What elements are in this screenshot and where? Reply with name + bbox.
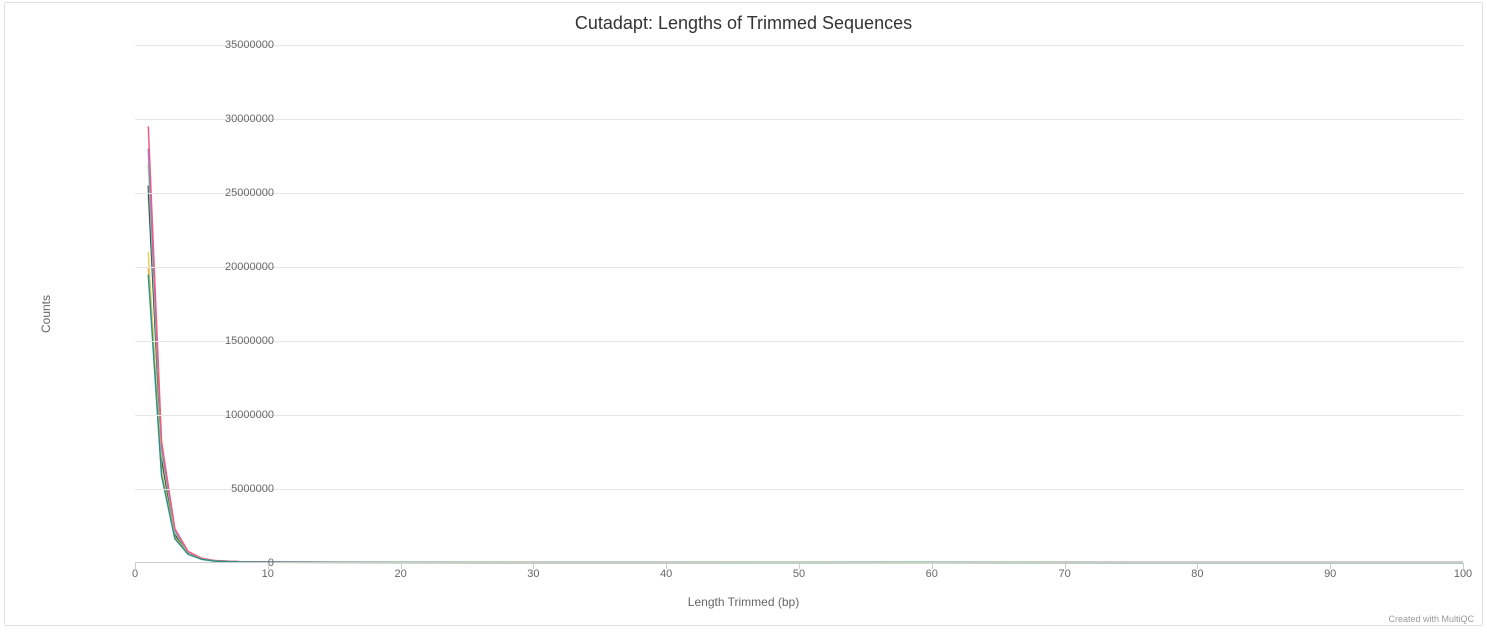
y-tick-label: 10000000 (184, 409, 274, 421)
gridline-horizontal (135, 415, 1463, 416)
series-line[interactable] (148, 252, 1463, 562)
y-tick-label: 20000000 (184, 261, 274, 273)
x-tick-label: 20 (394, 568, 406, 580)
x-tick-label: 0 (132, 568, 138, 580)
y-tick-label: 35000000 (184, 39, 274, 51)
gridline-horizontal (135, 267, 1463, 268)
x-tick-label: 80 (1191, 568, 1203, 580)
y-tick-label: 5000000 (184, 483, 274, 495)
x-tick-label: 30 (527, 568, 539, 580)
x-tick-label: 10 (262, 568, 274, 580)
x-axis-label: Length Trimmed (bp) (688, 595, 799, 609)
chart-container: Cutadapt: Lengths of Trimmed Sequences C… (4, 2, 1483, 626)
series-line[interactable] (148, 186, 1463, 563)
gridline-horizontal (135, 193, 1463, 194)
y-tick-label: 15000000 (184, 335, 274, 347)
gridline-horizontal (135, 45, 1463, 46)
series-line[interactable] (148, 163, 1463, 562)
y-tick-label: 30000000 (184, 113, 274, 125)
x-tick-label: 50 (793, 568, 805, 580)
x-tick-label: 60 (926, 568, 938, 580)
x-tick-label: 70 (1058, 568, 1070, 580)
credit-text: Created with MultiQC (1388, 614, 1474, 624)
series-line[interactable] (148, 274, 1463, 562)
series-line[interactable] (148, 193, 1463, 563)
gridline-horizontal (135, 489, 1463, 490)
y-axis-label: Counts (39, 295, 53, 333)
gridline-horizontal (135, 341, 1463, 342)
y-tick-label: 0 (184, 557, 274, 569)
series-line[interactable] (148, 126, 1463, 562)
x-tick-label: 90 (1324, 568, 1336, 580)
x-tick-label: 40 (660, 568, 672, 580)
series-line[interactable] (148, 149, 1463, 563)
chart-title: Cutadapt: Lengths of Trimmed Sequences (5, 3, 1482, 34)
x-tick-label: 100 (1454, 568, 1472, 580)
gridline-horizontal (135, 119, 1463, 120)
y-tick-label: 25000000 (184, 187, 274, 199)
plot-area[interactable] (135, 45, 1463, 563)
chart-lines-svg (135, 45, 1463, 563)
